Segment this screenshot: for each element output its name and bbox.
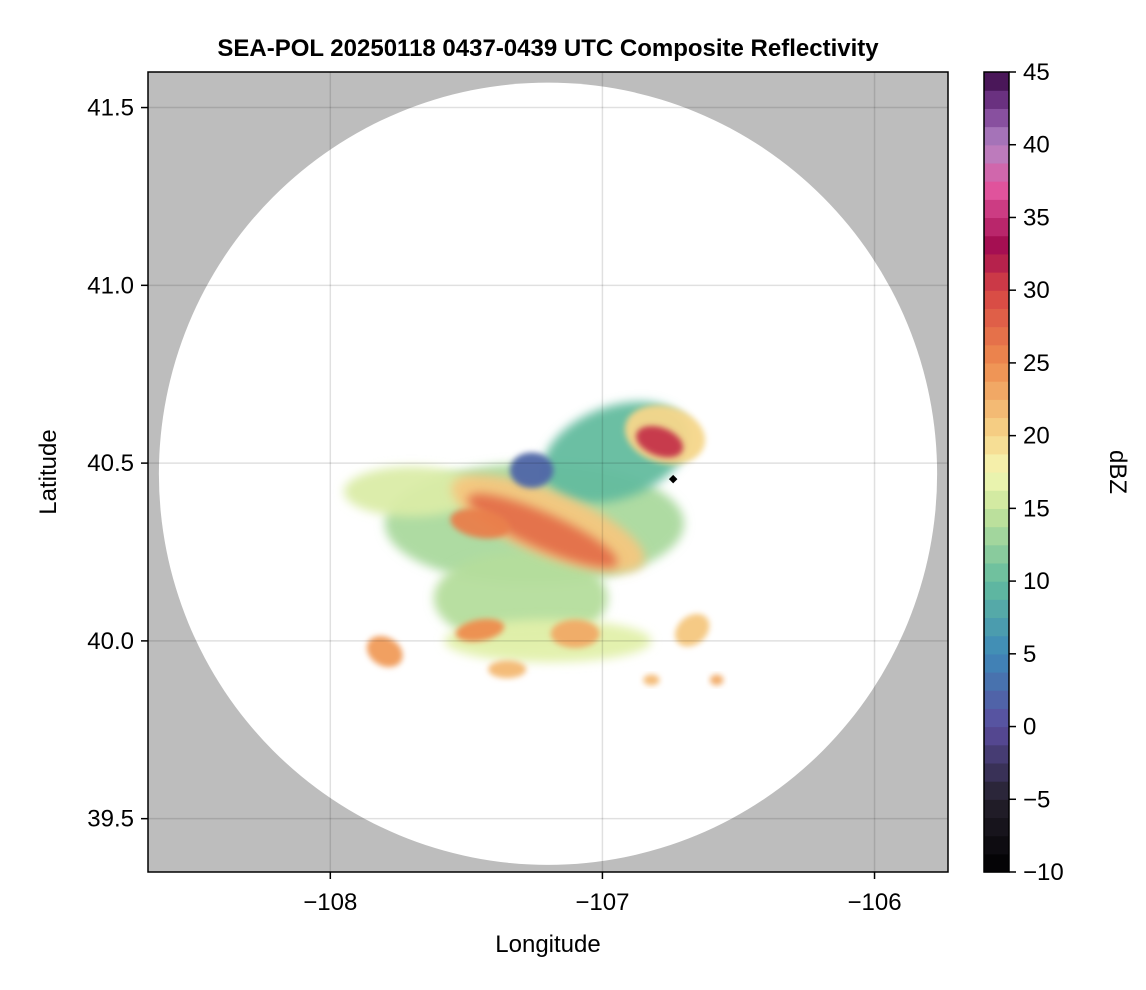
echo-west-echo-arm <box>343 466 480 517</box>
colorbar-segment <box>984 181 1009 200</box>
colorbar-segment <box>984 162 1009 182</box>
colorbar-tick-label: 45 <box>1023 59 1050 86</box>
colorbar-segment <box>984 199 1009 219</box>
echo-northern-weak-echo <box>509 452 554 488</box>
colorbar-segment <box>984 853 1009 873</box>
colorbar-segment <box>984 544 1009 564</box>
colorbar-segment <box>984 762 1009 782</box>
colorbar-frame <box>983 71 1010 873</box>
colorbar-segment <box>984 344 1009 364</box>
colorbar-segment <box>984 290 1009 309</box>
colorbar-tick-label: 20 <box>1023 423 1050 450</box>
echo-south-cell-1 <box>455 618 505 642</box>
colorbar-tick-label: 15 <box>1023 495 1050 522</box>
colorbar-segment <box>984 272 1009 291</box>
echo-southwest-cell <box>366 635 403 668</box>
colorbar-segment <box>984 235 1009 255</box>
colorbar-segment <box>984 526 1009 546</box>
colorbar-segment <box>984 672 1009 691</box>
colorbar-segment <box>984 599 1009 619</box>
colorbar-segment <box>984 472 1009 491</box>
echo-southern-fragment <box>488 660 527 679</box>
colorbar-segment <box>984 362 1009 382</box>
echo-southeast-fragment-2 <box>709 674 724 686</box>
colorbar-segment <box>984 326 1009 346</box>
colorbar-segment <box>984 635 1009 655</box>
colorbar-segment <box>984 617 1009 637</box>
plot-frame <box>147 71 949 873</box>
colorbar-tick-label: 5 <box>1023 641 1036 668</box>
echo-southeast-fragment-1 <box>643 674 660 686</box>
x-axis: −108 −107 −106 <box>303 872 902 916</box>
colorbar-label: dBZ <box>1104 450 1131 494</box>
colorbar-segment <box>984 72 1009 91</box>
echo-convective-band-core <box>467 493 618 568</box>
grid-lines <box>148 72 948 872</box>
echo-southeast-cell <box>674 613 710 647</box>
x-tick-label: −107 <box>575 889 629 916</box>
colorbar-segment <box>984 126 1009 146</box>
y-tick-label: 39.5 <box>87 806 134 833</box>
colorbar: −10 −5 0 5 10 15 20 25 30 35 40 45 <box>983 59 1064 886</box>
echo-convective-band-west <box>450 508 510 539</box>
colorbar-segment <box>984 690 1009 709</box>
reflectivity-echoes <box>343 401 724 686</box>
colorbar-segment <box>984 453 1009 473</box>
plot-area <box>148 72 948 872</box>
colorbar-segment <box>984 708 1009 728</box>
colorbar-segment <box>984 253 1009 273</box>
echo-south-cell-2 <box>550 619 600 648</box>
radar-site-marker <box>668 474 678 484</box>
y-tick-label: 40.0 <box>87 628 134 655</box>
colorbar-segment <box>984 562 1009 582</box>
colorbar-segment <box>984 490 1009 509</box>
colorbar-segment <box>984 144 1009 164</box>
colorbar-segment <box>984 90 1009 109</box>
colorbar-segment <box>984 799 1009 819</box>
y-tick-label: 40.5 <box>87 450 134 477</box>
y-tick-label: 41.5 <box>87 95 134 122</box>
colorbar-tick-label: 25 <box>1023 350 1050 377</box>
colorbar-tick-label: 40 <box>1023 132 1050 159</box>
chart-title: SEA-POL 20250118 0437-0439 UTC Composite… <box>217 35 879 62</box>
colorbar-segment <box>984 581 1009 600</box>
y-tick-label: 41.0 <box>87 272 134 299</box>
colorbar-segment <box>984 726 1009 746</box>
colorbar-segment <box>984 835 1009 855</box>
x-tick-label: −108 <box>303 889 357 916</box>
colorbar-tick-label: 35 <box>1023 204 1050 231</box>
colorbar-segment <box>984 399 1009 419</box>
colorbar-segment <box>984 381 1009 400</box>
colorbar-segment <box>984 508 1009 528</box>
y-axis-label: Latitude <box>35 429 62 514</box>
colorbar-segment <box>984 108 1009 128</box>
y-axis: 39.5 40.0 40.5 41.0 41.5 <box>87 95 148 833</box>
colorbar-tick-label: 0 <box>1023 714 1036 741</box>
colorbar-tick-label: 10 <box>1023 568 1050 595</box>
colorbar-tick-label: −5 <box>1023 786 1050 813</box>
colorbar-segment <box>984 653 1009 673</box>
colorbar-segment <box>984 417 1009 437</box>
echo-northeast-core <box>636 426 684 458</box>
colorbar-segment <box>984 435 1009 455</box>
colorbar-segment <box>984 308 1009 328</box>
colorbar-segment <box>984 744 1009 764</box>
colorbar-segment <box>984 217 1009 237</box>
colorbar-tick-label: −10 <box>1023 859 1064 886</box>
x-tick-label: −106 <box>847 889 901 916</box>
colorbar-tick-label: 30 <box>1023 277 1050 304</box>
x-axis-label: Longitude <box>495 931 600 958</box>
colorbar-segment <box>984 781 1009 800</box>
colorbar-segment <box>984 817 1009 837</box>
